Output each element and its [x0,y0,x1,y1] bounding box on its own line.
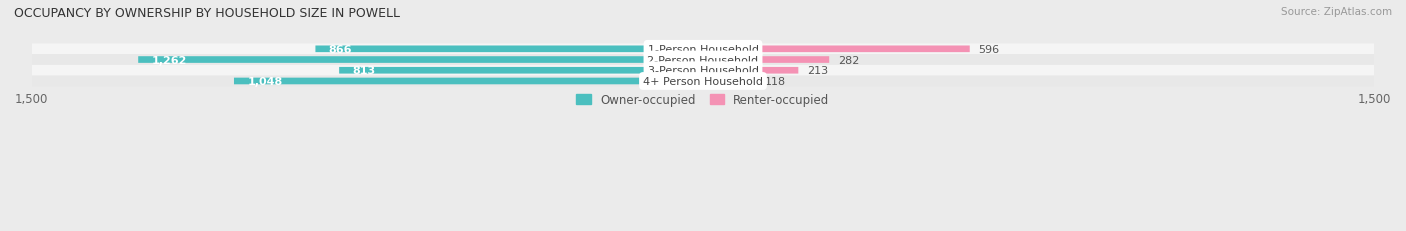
Text: 813: 813 [353,66,375,76]
FancyBboxPatch shape [233,78,703,85]
Text: Source: ZipAtlas.com: Source: ZipAtlas.com [1281,7,1392,17]
Legend: Owner-occupied, Renter-occupied: Owner-occupied, Renter-occupied [572,89,834,111]
FancyBboxPatch shape [703,68,799,74]
FancyBboxPatch shape [32,76,1374,87]
FancyBboxPatch shape [138,57,703,64]
FancyBboxPatch shape [32,66,1374,76]
FancyBboxPatch shape [703,78,756,85]
Text: 282: 282 [838,55,859,65]
Text: 1,262: 1,262 [152,55,187,65]
Text: 596: 596 [979,45,1000,55]
FancyBboxPatch shape [32,55,1374,66]
Text: 2-Person Household: 2-Person Household [647,55,759,65]
Text: 213: 213 [807,66,828,76]
Text: 866: 866 [329,45,353,55]
FancyBboxPatch shape [32,44,1374,55]
FancyBboxPatch shape [315,46,703,53]
Text: 3-Person Household: 3-Person Household [648,66,758,76]
Text: 4+ Person Household: 4+ Person Household [643,77,763,87]
Text: 1-Person Household: 1-Person Household [648,45,758,55]
FancyBboxPatch shape [703,46,970,53]
Text: 1,048: 1,048 [247,77,283,87]
FancyBboxPatch shape [703,57,830,64]
Text: 118: 118 [765,77,786,87]
Text: OCCUPANCY BY OWNERSHIP BY HOUSEHOLD SIZE IN POWELL: OCCUPANCY BY OWNERSHIP BY HOUSEHOLD SIZE… [14,7,401,20]
FancyBboxPatch shape [339,68,703,74]
